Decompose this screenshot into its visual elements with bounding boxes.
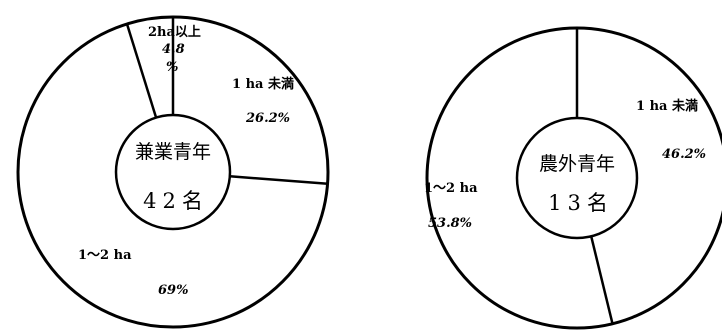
left-center-count: 42名 xyxy=(143,189,209,213)
left-slice-value-over-2ha-unit: % xyxy=(166,60,178,75)
right-inner-ring xyxy=(515,116,639,240)
left-slice-value-under-1ha: 26.2% xyxy=(245,111,290,126)
left-slice-value-over-2ha: 4.8% xyxy=(162,42,185,75)
left-slice-label-under-1ha: 1 ha 未満 xyxy=(232,76,294,92)
pie-chart-left: 兼業青年 42名 1 ha 未満 26.2% 1～2 ha 69% 2ha以上 … xyxy=(16,15,330,329)
right-slice-label-under-1ha: 1 ha 未満 xyxy=(636,98,698,114)
pie-chart-right: 農外青年 13名 1 ha 未満 46.2% 1～2 ha 53.8% xyxy=(424,26,722,330)
right-center-count: 13名 xyxy=(548,191,614,215)
right-slice-label-1to2ha: 1～2 ha xyxy=(424,181,478,196)
left-slice-label-1to2ha: 1～2 ha xyxy=(78,248,132,263)
left-slice-value-over-2ha-number: 4.8 xyxy=(162,42,185,57)
left-slice-label-over-2ha: 2ha以上 xyxy=(148,25,201,40)
left-slice-value-1to2ha: 69% xyxy=(158,283,188,298)
left-center-title: 兼業青年 xyxy=(135,141,211,163)
left-divider-2 xyxy=(229,175,328,185)
right-slice-value-1to2ha: 53.8% xyxy=(428,216,472,231)
right-slice-value-under-1ha: 46.2% xyxy=(662,147,706,162)
left-divider-3 xyxy=(125,23,158,118)
right-divider-2 xyxy=(589,236,614,324)
right-center-title: 農外青年 xyxy=(539,153,615,175)
